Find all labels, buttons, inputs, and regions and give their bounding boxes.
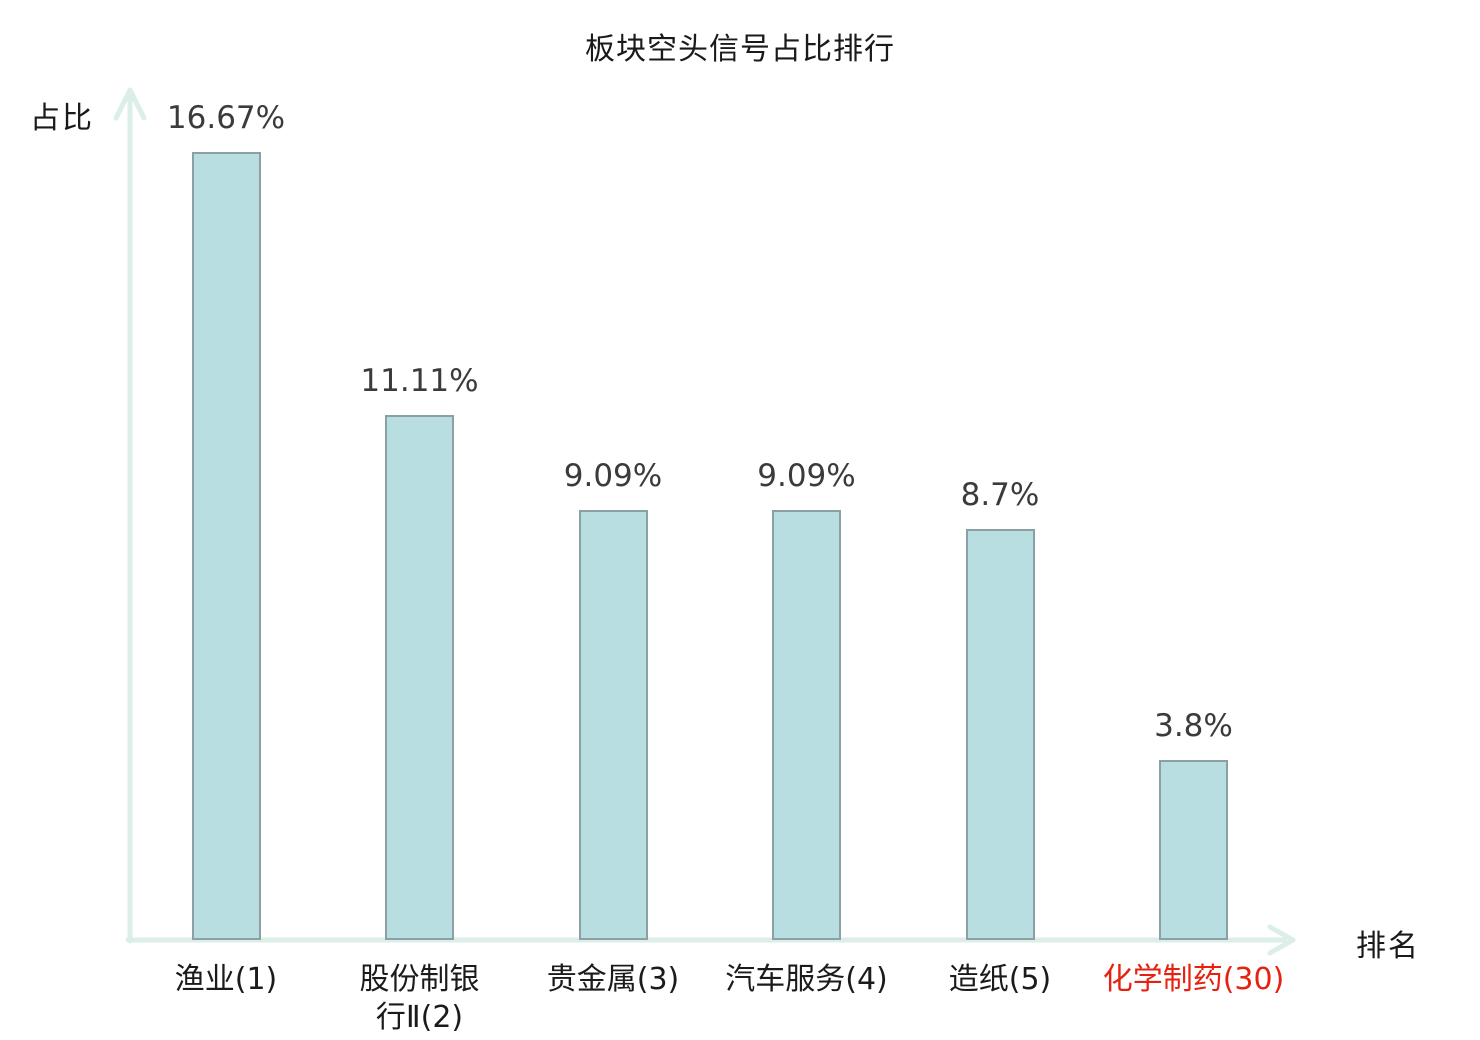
x-axis-arrow-icon (1267, 924, 1296, 956)
bar-value-label: 3.8% (1154, 708, 1233, 744)
category-label: 渔业(1) (174, 962, 278, 997)
category-label: 造纸(5) (948, 962, 1052, 997)
x-axis-label: 排名 (1356, 929, 1420, 964)
bar-value-label: 8.7% (960, 477, 1040, 513)
y-axis-arrow-icon (113, 87, 147, 121)
bar (578, 510, 648, 940)
bar (385, 415, 454, 940)
y-axis-label: 占比 (30, 101, 94, 136)
category-label: 贵金属(3) (546, 962, 680, 997)
category-label: 化学制药(30) (1102, 962, 1285, 997)
bar-value-label: 11.11% (360, 363, 479, 399)
bar (772, 510, 841, 940)
bar (965, 529, 1035, 940)
chart-title: 板块空头信号占比排行 (585, 32, 895, 67)
bar-value-label: 9.09% (757, 458, 856, 494)
bar (191, 152, 261, 940)
category-label: 股份制银 行Ⅱ(2) (359, 962, 480, 1035)
bar (1159, 760, 1228, 940)
bar-value-label: 16.67% (166, 100, 286, 136)
bar-value-label: 9.09% (563, 458, 663, 494)
category-label: 汽车服务(4) (725, 962, 888, 997)
